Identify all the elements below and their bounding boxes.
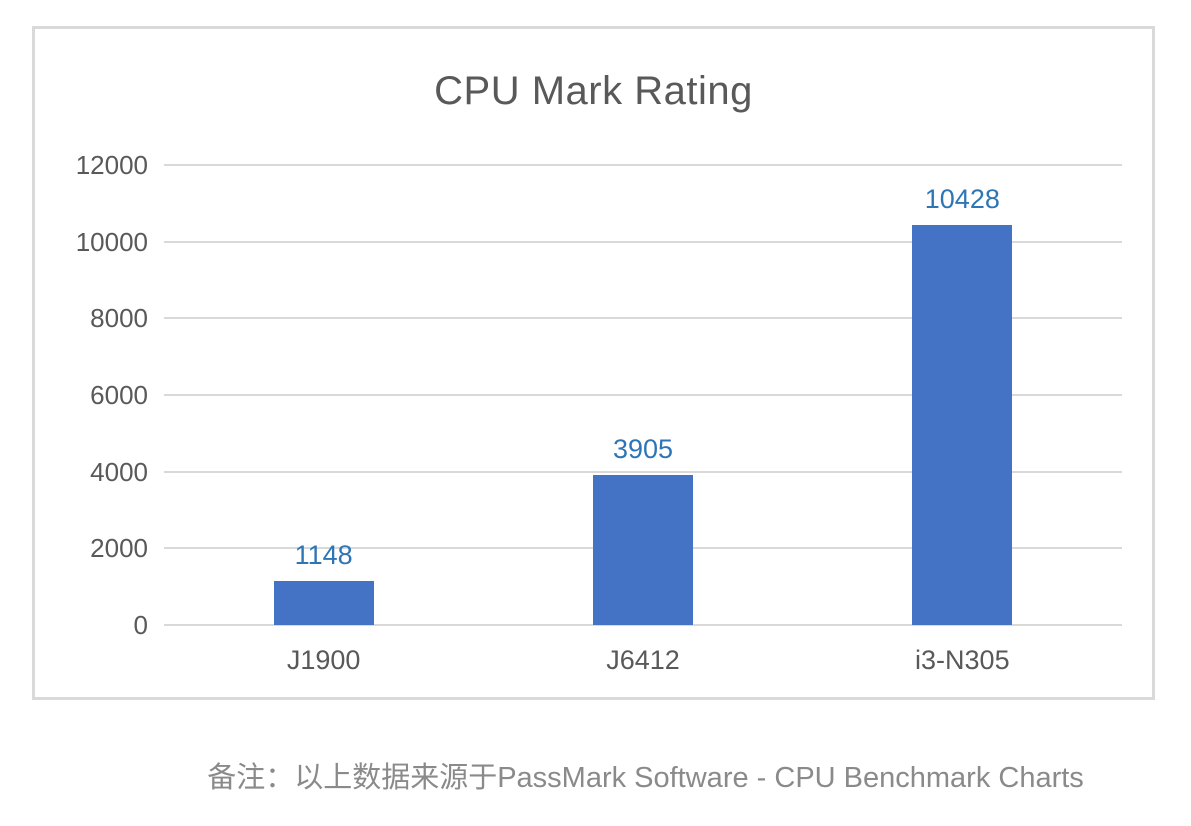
data-label-i3-n305: 10428: [924, 184, 1000, 214]
y-axis-tick-label: 4000: [90, 456, 148, 487]
gridline-y8000: [164, 317, 1122, 320]
y-axis-tick-label: 8000: [90, 303, 148, 334]
y-axis-tick-label: 6000: [90, 380, 148, 410]
y-axis-tick-label: 10000: [75, 226, 148, 257]
footnote: 备注：以上数据来源于PassMark Software - CPU Benchm…: [207, 762, 1084, 794]
bar-j6412: [592, 475, 693, 625]
x-axis: J1900 J6412 i3-N305: [164, 647, 1122, 687]
bar-slot-j1900: 1148: [164, 165, 483, 625]
x-axis-category-label: i3-N305: [915, 645, 1010, 675]
plot-area: 1148 3905 10428: [164, 164, 1122, 626]
gridline-y4000: [164, 470, 1122, 473]
y-axis-tick-label: 12000: [75, 150, 148, 180]
y-axis: 0 2000 4000 6000 8000 10000 12000: [43, 152, 148, 638]
y-axis-tick-label: 2000: [90, 533, 148, 564]
y-axis-tick-label: 0: [133, 610, 148, 640]
gridline-y12000: [164, 164, 1122, 166]
data-label-j6412: 3905: [612, 434, 674, 464]
bar-j1900: [273, 581, 374, 625]
x-axis-category-label: J6412: [606, 645, 680, 675]
gridline-y0: [164, 624, 1122, 626]
bar-slot-i3-n305: 10428: [803, 165, 1122, 625]
data-label-j1900: 1148: [294, 540, 353, 570]
chart-title: CPU Mark Rating: [434, 69, 753, 113]
bar-i3-n305: [912, 225, 1013, 625]
gridline-y10000: [164, 240, 1122, 243]
x-axis-category-label: J1900: [286, 645, 361, 675]
bar-slot-j6412: 3905: [483, 165, 802, 625]
chart-panel: CPU Mark Rating 1148 3905 10428 0 2000 4000 6…: [32, 26, 1155, 700]
gridline-y6000: [164, 394, 1122, 396]
